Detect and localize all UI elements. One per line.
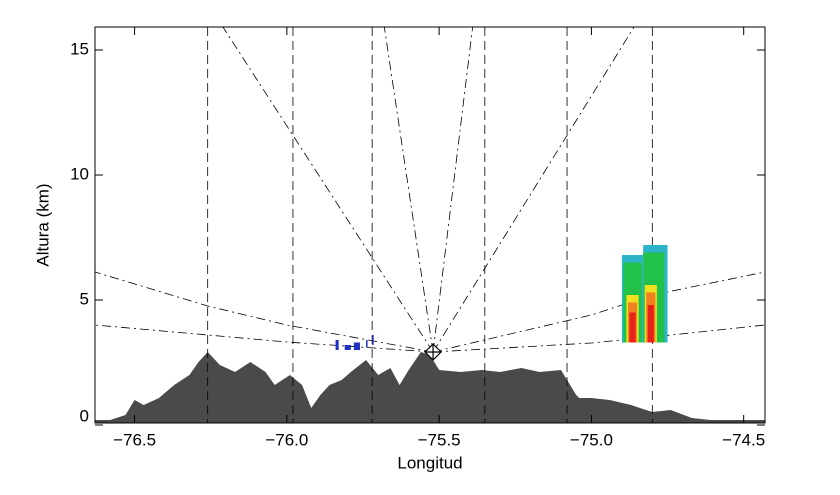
terrain-area bbox=[95, 352, 765, 423]
y-tick-label: 15 bbox=[70, 39, 89, 58]
y-tick-label: 5 bbox=[80, 289, 89, 308]
echo-cell bbox=[335, 340, 339, 350]
radar-beam bbox=[432, 27, 635, 353]
radar-beam bbox=[95, 324, 434, 353]
radar-beam bbox=[383, 27, 434, 353]
x-tick-label: −76.0 bbox=[265, 430, 308, 449]
radar-beam bbox=[432, 271, 765, 353]
x-tick-label: −75.5 bbox=[418, 430, 461, 449]
y-tick-label: 0 bbox=[80, 406, 89, 425]
radar-beam bbox=[95, 271, 434, 353]
echo-cell bbox=[372, 335, 374, 345]
echo-cell bbox=[366, 340, 368, 348]
plot bbox=[95, 27, 765, 423]
y-axis-label: Altura (km) bbox=[33, 183, 52, 266]
radar-beam bbox=[432, 27, 474, 353]
echo-cell bbox=[353, 342, 360, 350]
radar-marker bbox=[424, 343, 442, 361]
y-tick-label: 10 bbox=[70, 164, 89, 183]
echo-cell bbox=[629, 312, 636, 343]
radar-beam bbox=[222, 27, 434, 353]
radar-beam bbox=[433, 324, 765, 353]
x-tick-label: −75.0 bbox=[570, 430, 613, 449]
echo-cell bbox=[647, 305, 654, 343]
x-tick-label: −74.5 bbox=[722, 430, 765, 449]
echo-cell bbox=[344, 345, 351, 350]
x-tick-label: −76.5 bbox=[113, 430, 156, 449]
x-axis-label: Longitud bbox=[397, 453, 462, 472]
plot-frame bbox=[94, 26, 766, 424]
